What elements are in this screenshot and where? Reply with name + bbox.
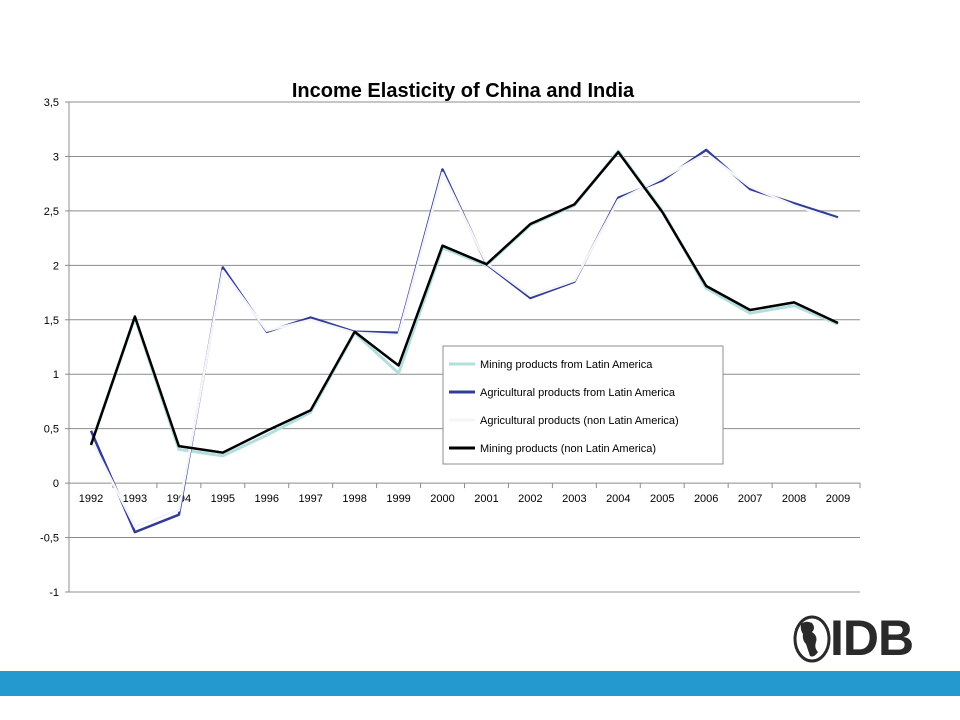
x-tick-label: 2007 xyxy=(738,493,762,505)
y-tick-label: -1 xyxy=(49,587,59,599)
globe-icon xyxy=(793,615,831,663)
y-tick-label: 0 xyxy=(53,478,59,490)
y-tick-label: 1,5 xyxy=(44,315,59,327)
y-tick-label: 3 xyxy=(53,151,59,163)
y-tick-label: 0,5 xyxy=(44,424,59,436)
x-tick-label: 2008 xyxy=(782,493,806,505)
series-line xyxy=(89,148,839,534)
x-tick-label: 1994 xyxy=(167,493,191,505)
x-tick-label: 1992 xyxy=(79,493,103,505)
series-lines xyxy=(89,148,839,534)
x-tick-label: 2001 xyxy=(474,493,498,505)
legend-label: Mining products from Latin America xyxy=(480,359,653,371)
idb-logo: IDB xyxy=(792,610,932,666)
x-tick-label: 2000 xyxy=(430,493,454,505)
x-tick-label: 2009 xyxy=(826,493,850,505)
x-tick-label: 2002 xyxy=(518,493,542,505)
legend-label: Agricultural products (non Latin America… xyxy=(480,415,679,427)
x-tick-label: 1993 xyxy=(123,493,147,505)
y-tick-label: -0,5 xyxy=(40,533,59,545)
x-tick-label: 2006 xyxy=(694,493,718,505)
y-tick-label: 1 xyxy=(53,369,59,381)
y-tick-label: 3,5 xyxy=(44,97,59,109)
x-axis-ticks: 1992 1993 1994 1995 1996 1997 1998 1999 2000 2001… xyxy=(68,483,861,505)
x-tick-label: 2003 xyxy=(562,493,586,505)
series-line xyxy=(89,149,839,458)
footer-bar xyxy=(0,671,960,696)
x-tick-label: 1999 xyxy=(386,493,410,505)
x-tick-label: 2004 xyxy=(606,493,630,505)
x-tick-label: 1998 xyxy=(342,493,366,505)
x-tick-label: 1995 xyxy=(211,493,235,505)
y-tick-label: 2,5 xyxy=(44,206,59,218)
series-line xyxy=(89,151,839,528)
x-tick-label: 2005 xyxy=(650,493,674,505)
legend-box xyxy=(442,345,724,465)
legend: Mining products from Latin America Agricu… xyxy=(442,345,724,465)
legend-label: Agricultural products from Latin America xyxy=(480,387,676,399)
chart-title: Income Elasticity of China and India xyxy=(292,80,635,102)
logo-text: IDB xyxy=(830,610,914,666)
x-tick-label: 1997 xyxy=(298,493,322,505)
x-tick-label: 1996 xyxy=(255,493,279,505)
legend-label: Mining products (non Latin America) xyxy=(480,443,656,455)
y-tick-label: 2 xyxy=(53,260,59,272)
y-axis-ticks: -1 -0,5 0 0,5 1 1,5 2 2,5 3 3,5 xyxy=(40,97,69,599)
series-line xyxy=(89,150,839,454)
